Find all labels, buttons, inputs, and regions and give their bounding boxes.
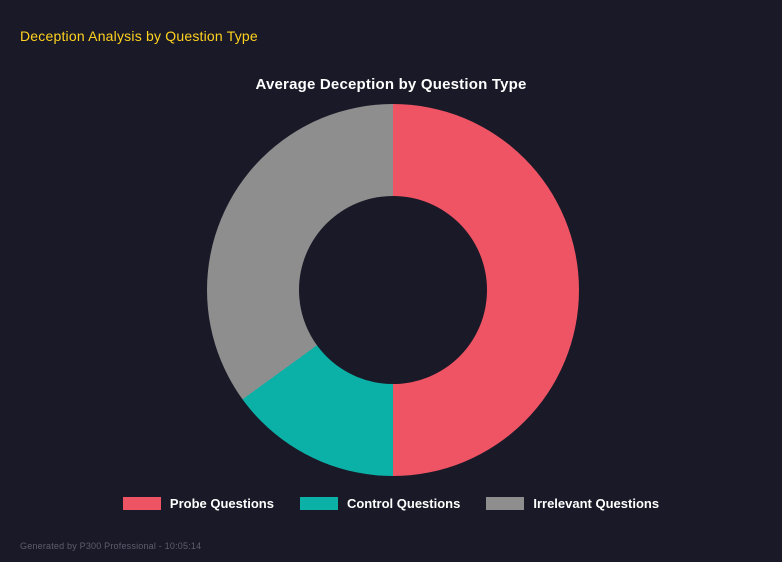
legend-item[interactable]: Probe Questions (122, 496, 274, 511)
legend-label: Irrelevant Questions (533, 496, 660, 511)
legend-item[interactable]: Control Questions (299, 496, 461, 511)
legend-swatch (486, 497, 525, 510)
legend-label: Probe Questions (169, 496, 274, 511)
donut-chart (207, 104, 579, 476)
legend-item[interactable]: Irrelevant Questions (486, 496, 659, 511)
legend-swatch (299, 497, 338, 510)
chart-legend: Probe Questions Control Questions Irreleva… (0, 496, 782, 511)
page-title: Deception Analysis by Question Type (20, 28, 258, 44)
donut-hole (299, 196, 487, 384)
legend-swatch (122, 497, 161, 510)
legend-label: Control Questions (346, 496, 461, 511)
footer-text: Generated by P300 Professional - 10:05:1… (20, 541, 202, 551)
chart-title: Average Deception by Question Type (255, 76, 527, 93)
